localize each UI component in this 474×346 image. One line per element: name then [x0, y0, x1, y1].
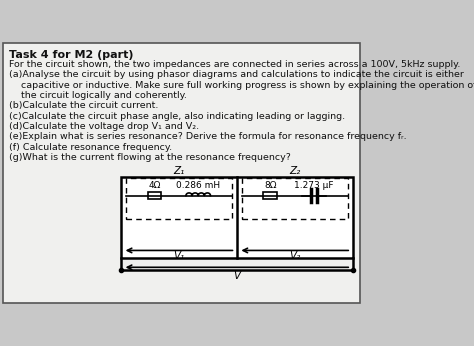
- Text: Z₁: Z₁: [173, 166, 185, 176]
- Bar: [242, 179, 348, 219]
- Text: 0.286 mH: 0.286 mH: [176, 181, 220, 190]
- Text: (e)Explain what is series resonance? Derive the formula for resonance frequency : (e)Explain what is series resonance? Der…: [9, 133, 407, 142]
- Text: (b)Calculate the circuit current.: (b)Calculate the circuit current.: [9, 101, 159, 110]
- Bar: [126, 179, 232, 219]
- Text: (g)What is the current flowing at the resonance frequency?: (g)What is the current flowing at the re…: [9, 153, 291, 162]
- Bar: [147, 192, 162, 199]
- Bar: [264, 192, 277, 199]
- Text: V₂: V₂: [289, 251, 301, 261]
- Text: 8Ω: 8Ω: [264, 181, 276, 190]
- Text: V₁: V₁: [173, 251, 185, 261]
- Text: Task 4 for M2 (part): Task 4 for M2 (part): [9, 49, 134, 60]
- Text: Z₂: Z₂: [289, 166, 301, 176]
- Text: (d)Calculate the voltage drop V₁ and V₂.: (d)Calculate the voltage drop V₁ and V₂.: [9, 122, 200, 131]
- Text: 4Ω: 4Ω: [148, 181, 161, 190]
- Text: (a)Analyse the circuit by using phasor diagrams and calculations to indicate the: (a)Analyse the circuit by using phasor d…: [9, 70, 464, 79]
- Text: For the circuit shown, the two impedances are connected in series across a 100V,: For the circuit shown, the two impedance…: [9, 60, 461, 69]
- Text: V: V: [233, 271, 240, 281]
- Text: (c)Calculate the circuit phase angle, also indicating leading or lagging.: (c)Calculate the circuit phase angle, al…: [9, 112, 346, 121]
- Text: (f) Calculate resonance frequency.: (f) Calculate resonance frequency.: [9, 143, 173, 152]
- Bar: [121, 177, 353, 258]
- Text: the circuit logically and coherently.: the circuit logically and coherently.: [9, 91, 187, 100]
- Text: 1.273 μF: 1.273 μF: [294, 181, 334, 190]
- Text: capacitive or inductive. Make sure full working progress is shown by explaining : capacitive or inductive. Make sure full …: [9, 81, 474, 90]
